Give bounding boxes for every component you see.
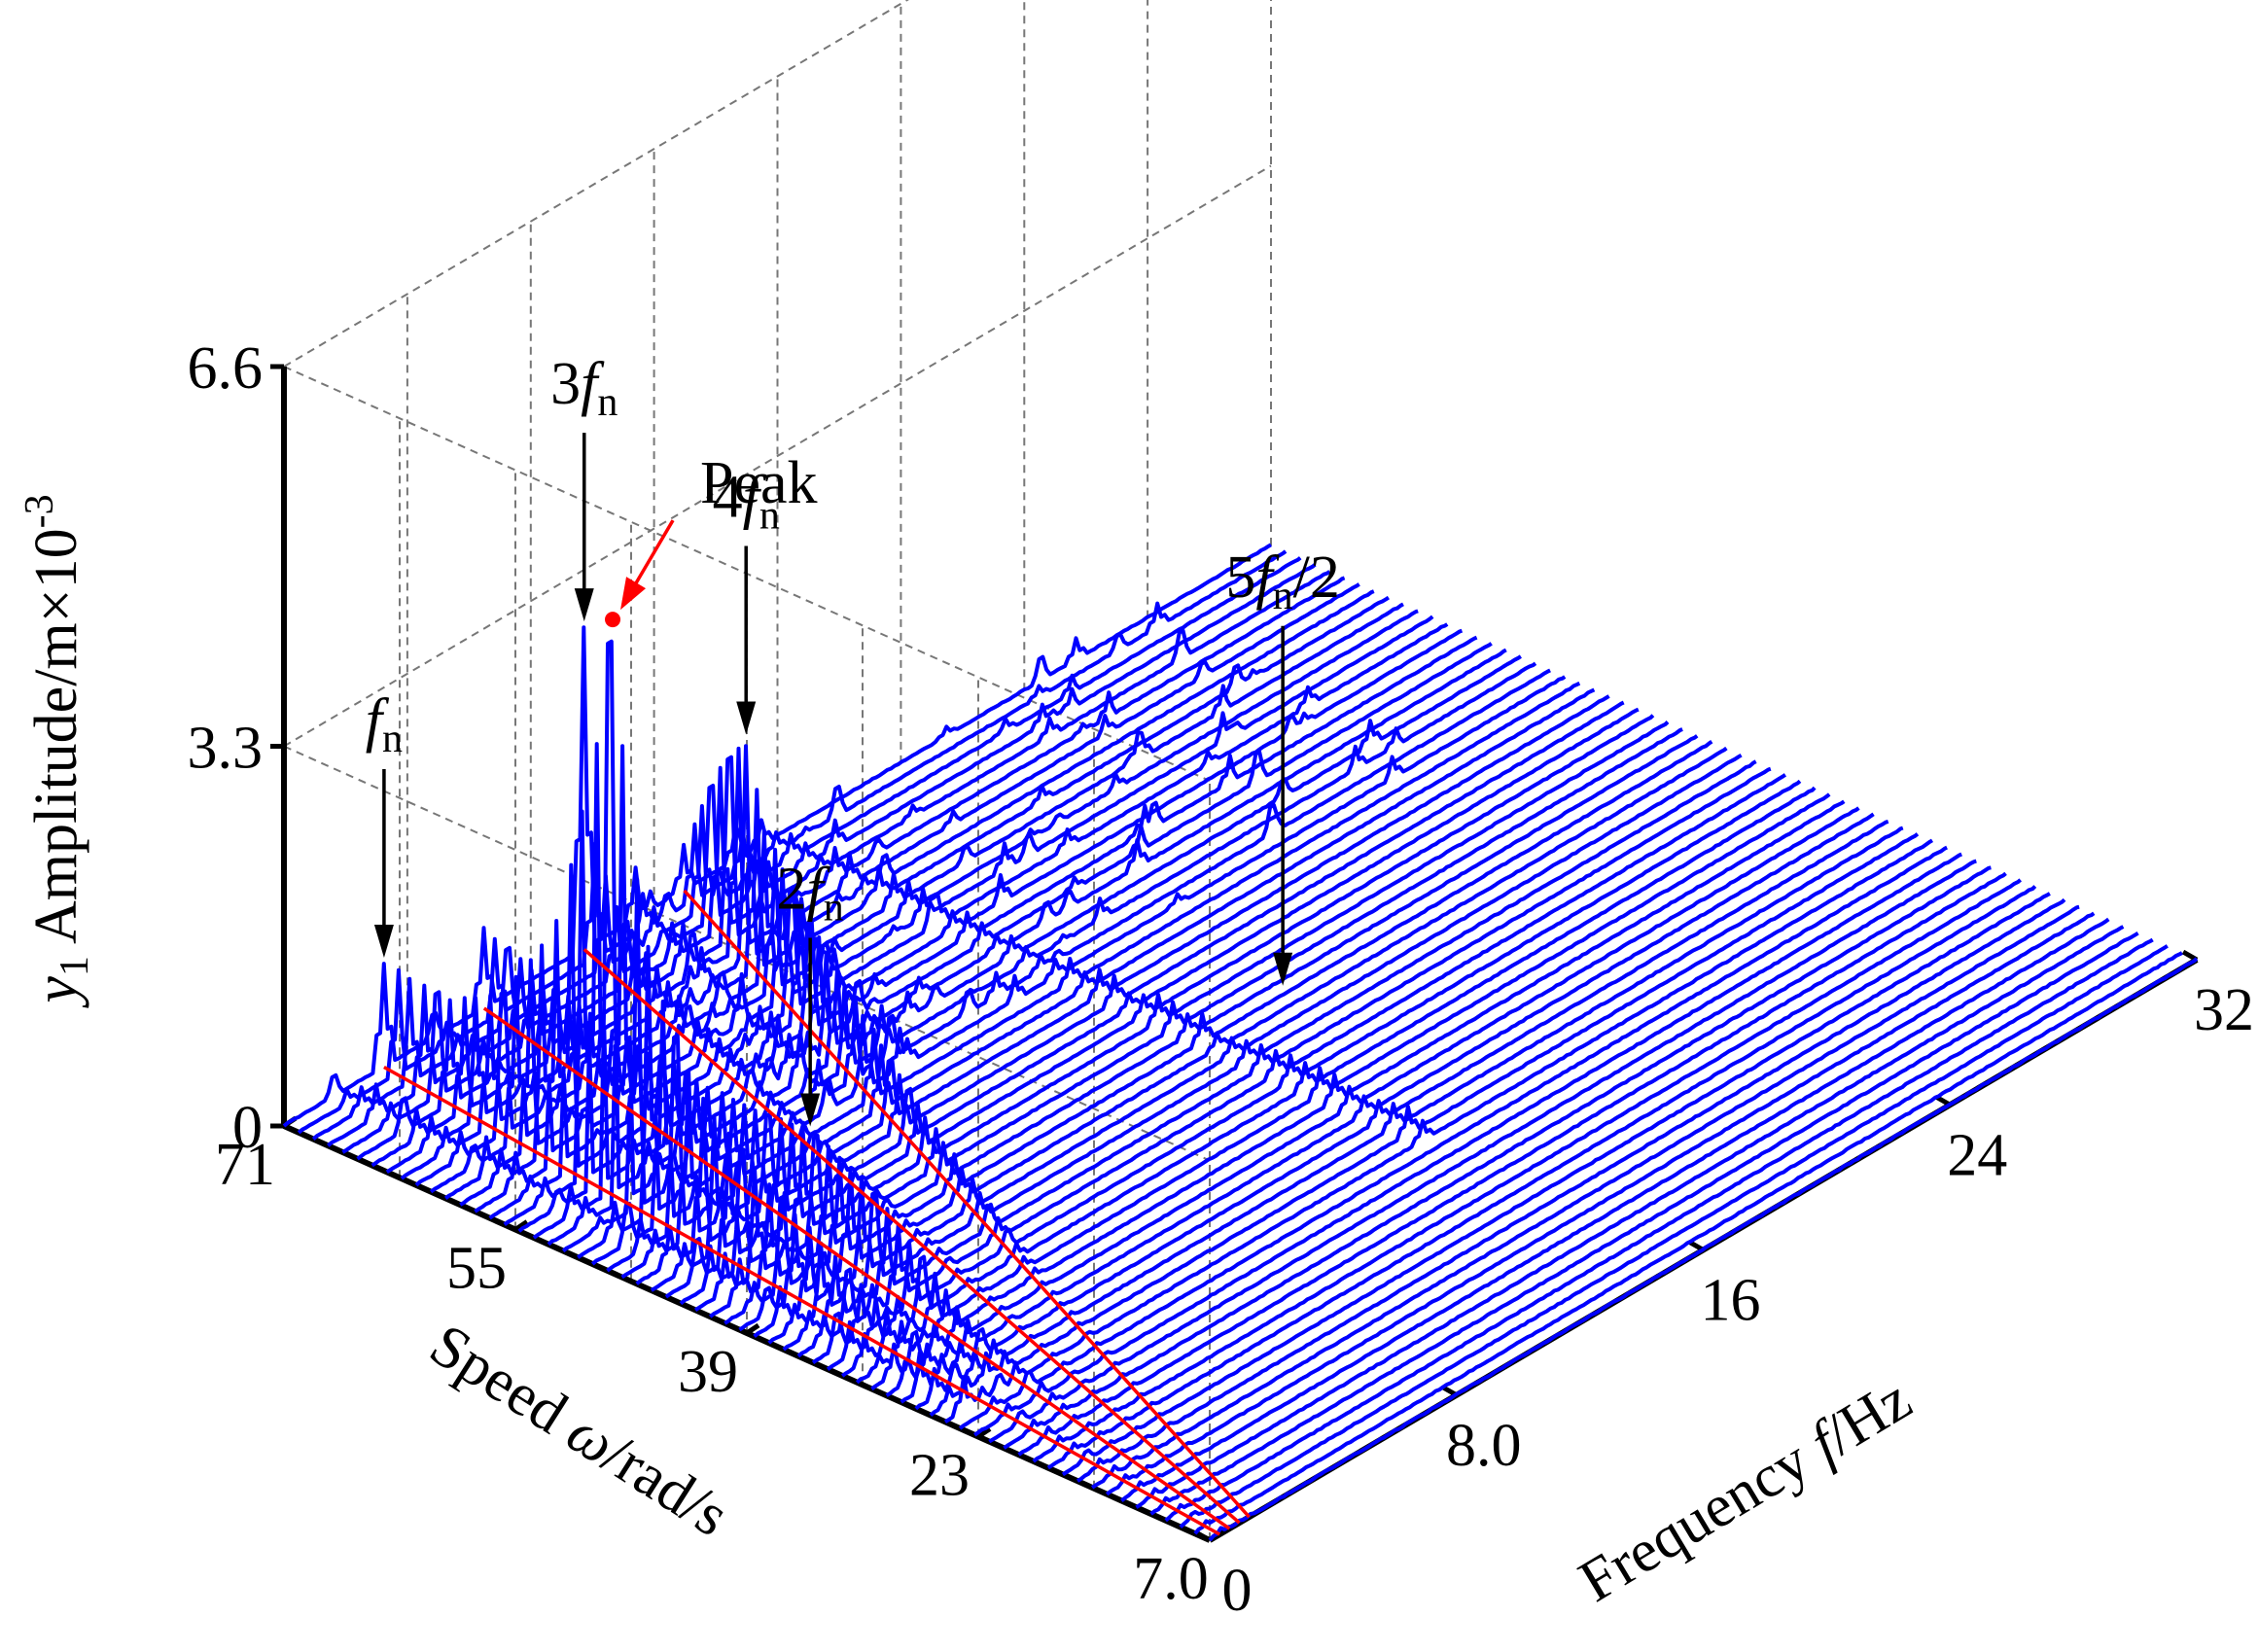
spectrum-trace bbox=[1179, 944, 2169, 1529]
peak-marker bbox=[605, 612, 621, 628]
annotation-fn-label: fn bbox=[366, 687, 403, 761]
annotation-4fn-arrow-head bbox=[736, 701, 757, 735]
x-tick-label: 16 bbox=[1701, 1268, 1761, 1334]
x-axis-label: Frequency f/Hz bbox=[1569, 1366, 1923, 1615]
spectrum-trace bbox=[973, 852, 1963, 1437]
spectrum-trace bbox=[958, 845, 1948, 1430]
spectrum-trace bbox=[1061, 892, 2051, 1477]
spectrum-trace bbox=[1120, 917, 2110, 1502]
grid-line-side-wall-z1 bbox=[283, 0, 909, 368]
grid-line-side-wall-z0 bbox=[283, 164, 1272, 748]
spectrum-trace bbox=[1164, 937, 2154, 1523]
x-tick-label: 32 bbox=[2194, 977, 2254, 1043]
z-axis-label: y1 Amplitude/m×10-3 bbox=[18, 494, 97, 1008]
annotation-3fn-label: 3fn bbox=[550, 351, 618, 425]
z-tick-label: 0 bbox=[232, 1095, 263, 1161]
y-tick-label: 71 bbox=[215, 1132, 275, 1198]
peak-arrow-line bbox=[632, 519, 675, 587]
spectrum-trace bbox=[1003, 865, 1992, 1450]
annotation-5fn2-label: 5fn/2 bbox=[1225, 545, 1339, 618]
order-ridge-3fn bbox=[582, 948, 1241, 1525]
annotation-2fn-label: 2fn bbox=[777, 857, 844, 931]
peak-label: Peak bbox=[700, 450, 818, 516]
spectrum-trace bbox=[1193, 951, 2183, 1535]
annotation-fn-arrow-head bbox=[373, 924, 394, 958]
y-tick-mark bbox=[976, 1426, 992, 1439]
x-tick-label: 24 bbox=[1947, 1122, 2007, 1188]
x-tick-mark bbox=[1688, 1240, 1705, 1252]
order-ridge-2fn bbox=[482, 1006, 1231, 1530]
z-tick-label: 6.6 bbox=[188, 335, 264, 402]
spectrum-trace bbox=[1135, 925, 2125, 1509]
x-tick-label: 0 bbox=[1222, 1558, 1253, 1624]
peak-arrow-head bbox=[620, 577, 647, 611]
spectrum-trace bbox=[1105, 911, 2096, 1496]
y-tick-mark bbox=[745, 1322, 760, 1336]
order-ridge-4fn bbox=[683, 889, 1251, 1519]
y-tick-label: 7.0 bbox=[1133, 1546, 1209, 1612]
traces-layer bbox=[282, 543, 2199, 1542]
x-tick-label: 8.0 bbox=[1446, 1413, 1522, 1479]
spectrum-trace bbox=[943, 838, 1934, 1424]
spectrum-trace bbox=[1032, 878, 2022, 1463]
annotation-2fn-arrow-head bbox=[800, 1093, 821, 1127]
y-tick-label: 23 bbox=[909, 1443, 970, 1509]
spectrum-trace bbox=[1208, 957, 2199, 1542]
annotation-3fn-arrow-head bbox=[574, 588, 594, 622]
spectrum-trace bbox=[1149, 931, 2139, 1516]
spectrum-trace bbox=[988, 859, 1977, 1444]
annotation-5fn2-arrow-head bbox=[1273, 952, 1293, 986]
x-tick-mark bbox=[1194, 1529, 1212, 1543]
spectrum-trace bbox=[1090, 904, 2080, 1490]
order-ridge-fn bbox=[383, 1065, 1221, 1536]
y-tick-label: 39 bbox=[678, 1339, 738, 1405]
spectrum-trace bbox=[1076, 897, 2066, 1483]
y-tick-label: 55 bbox=[446, 1236, 507, 1302]
spectrum-trace bbox=[1017, 871, 2007, 1457]
spectrum-trace bbox=[1046, 885, 2037, 1470]
z-tick-label: 3.3 bbox=[188, 716, 264, 782]
y-tick-mark bbox=[513, 1219, 529, 1232]
annotation-4fn-label: 4fn bbox=[713, 464, 780, 538]
ridges-layer bbox=[383, 889, 1251, 1536]
